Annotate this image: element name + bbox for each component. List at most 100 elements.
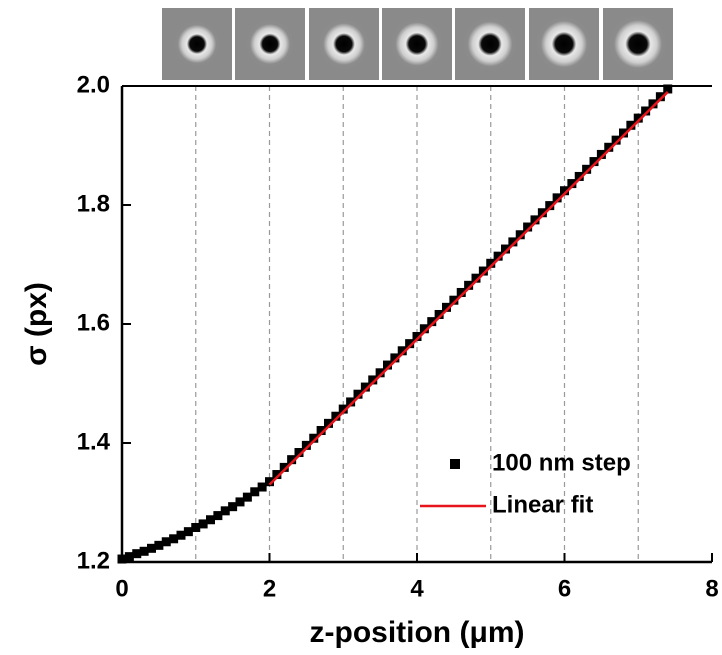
data-point	[169, 534, 179, 544]
bead-image	[603, 8, 673, 80]
data-point	[301, 440, 311, 450]
y-tick-label: 1.8	[77, 190, 110, 217]
data-point	[198, 519, 208, 529]
legend-marker	[450, 459, 460, 469]
fit-line	[268, 91, 669, 486]
data-point	[560, 186, 569, 196]
data-point	[279, 462, 289, 472]
data-point	[537, 208, 547, 218]
data-point	[250, 487, 260, 497]
data-point	[604, 142, 614, 152]
data-point	[383, 360, 392, 370]
data-point	[139, 546, 149, 556]
data-point	[442, 302, 451, 312]
data-point	[405, 339, 415, 349]
data-point	[434, 309, 444, 319]
data-point	[257, 482, 267, 492]
bead-image	[529, 8, 599, 80]
data-point	[242, 492, 252, 502]
data-point	[478, 266, 488, 276]
x-tick-label: 6	[558, 575, 571, 602]
data-point	[530, 215, 540, 225]
data-point	[486, 258, 496, 268]
data-point	[309, 433, 319, 443]
data-point	[176, 530, 186, 540]
data-point	[619, 128, 628, 138]
bead-image	[455, 8, 525, 80]
data-point	[206, 515, 215, 525]
legend-label: 100 nm step	[492, 449, 631, 476]
data-point	[368, 375, 378, 385]
data-point	[316, 426, 326, 436]
data-point	[147, 543, 156, 553]
data-point	[626, 120, 636, 130]
data-point	[265, 477, 274, 487]
data-point	[390, 353, 400, 363]
data-point	[508, 237, 518, 247]
data-point	[213, 511, 223, 521]
data-point	[346, 397, 356, 407]
data-point	[456, 287, 466, 297]
y-tick-label: 2.0	[77, 71, 110, 98]
data-point	[574, 171, 584, 181]
data-point	[419, 324, 429, 334]
data-point	[338, 404, 348, 414]
data-point	[493, 251, 503, 261]
data-point	[412, 331, 422, 341]
data-point	[272, 470, 282, 480]
data-point	[287, 455, 297, 465]
data-point	[375, 368, 385, 378]
data-point	[183, 527, 193, 537]
legend-label: Linear fit	[492, 491, 593, 518]
data-point	[471, 273, 481, 283]
data-point	[589, 157, 599, 167]
data-point	[648, 99, 658, 109]
data-point	[596, 149, 606, 159]
data-point	[567, 179, 577, 189]
data-point	[124, 552, 134, 562]
data-point	[353, 389, 363, 399]
data-point	[611, 135, 621, 145]
data-point	[294, 448, 304, 458]
y-tick-label: 1.6	[77, 309, 110, 336]
x-tick-label: 8	[705, 575, 718, 602]
data-point	[331, 411, 341, 421]
data-point	[449, 295, 459, 305]
data-point	[464, 280, 474, 290]
data-point	[582, 164, 592, 174]
x-tick-label: 4	[410, 575, 424, 602]
data-point	[161, 537, 171, 547]
data-point	[132, 549, 142, 559]
bead-image	[309, 8, 379, 80]
bead-image	[235, 8, 305, 80]
bead-images	[162, 8, 673, 80]
data-point	[523, 222, 533, 232]
bead-image	[162, 8, 232, 80]
data-point	[515, 230, 525, 240]
data-point	[235, 497, 245, 507]
data-point	[397, 346, 407, 356]
bead-image	[382, 8, 452, 80]
x-tick-label: 2	[263, 575, 276, 602]
data-point	[552, 193, 562, 203]
data-point	[663, 84, 673, 94]
y-tick-label: 1.4	[77, 428, 111, 455]
data-point	[360, 382, 370, 392]
data-point	[220, 506, 230, 516]
data-point	[641, 106, 651, 116]
data-point	[228, 502, 238, 512]
x-axis-label: z-position (μm)	[310, 616, 525, 649]
data-point	[655, 92, 665, 102]
data-point	[191, 522, 201, 532]
x-tick-label: 0	[115, 575, 128, 602]
data-point	[324, 418, 333, 428]
y-axis-label: σ (px)	[20, 282, 53, 366]
data-point	[501, 244, 510, 254]
data-point	[154, 540, 164, 550]
data-point	[427, 317, 437, 327]
data-point	[545, 201, 555, 211]
y-tick-label: 1.2	[77, 547, 110, 574]
data-point	[117, 554, 127, 564]
